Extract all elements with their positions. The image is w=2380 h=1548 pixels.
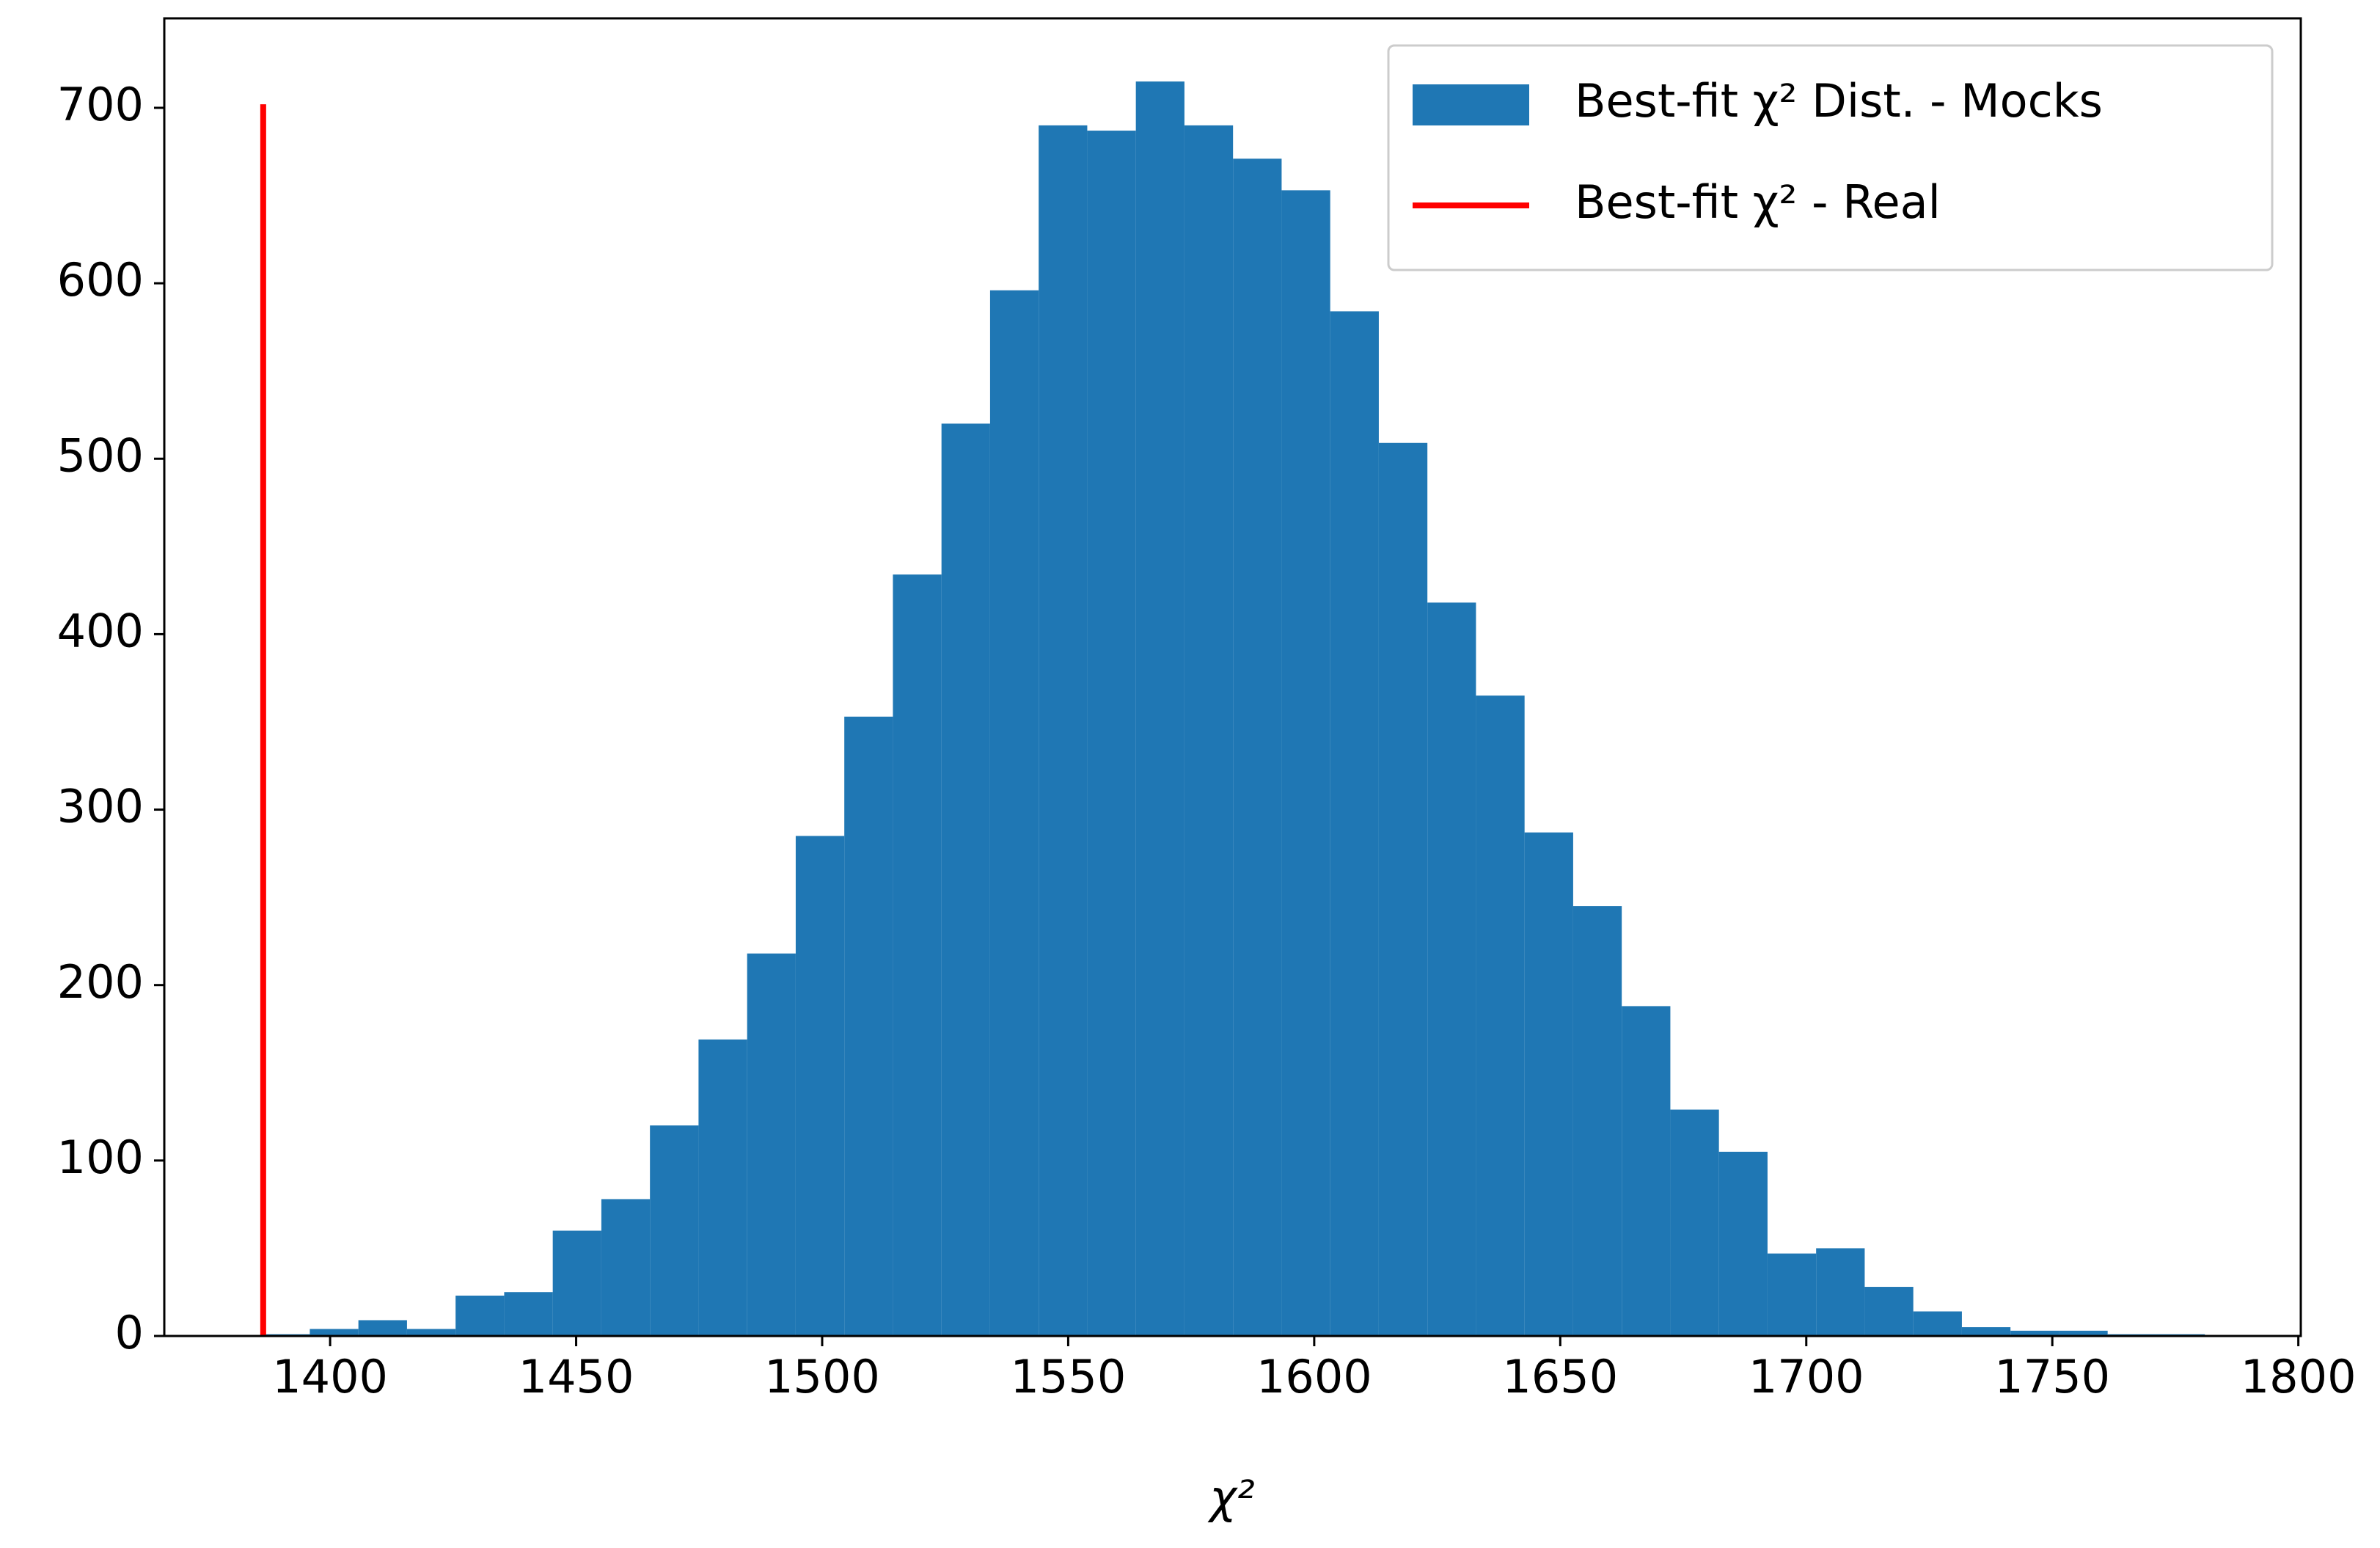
bar: [844, 716, 893, 1336]
x-axis-label: χ²: [1207, 1470, 1255, 1524]
bar: [1913, 1311, 1962, 1336]
bar: [1572, 906, 1622, 1336]
y-tick-label: 0: [115, 1306, 144, 1359]
bar: [2059, 1330, 2108, 1336]
bar: [1378, 442, 1428, 1336]
bar: [989, 290, 1039, 1337]
y-tick-label: 500: [57, 428, 144, 482]
legend-label: Best-fit χ² Dist. - Mocks: [1575, 74, 2103, 128]
bar: [941, 423, 990, 1336]
bar: [406, 1329, 456, 1336]
plot-frame: [163, 17, 2302, 1337]
bar: [1087, 131, 1136, 1337]
bar: [601, 1199, 651, 1336]
bar: [1718, 1151, 1768, 1336]
x-tick-label: 1450: [519, 1350, 634, 1403]
y-tick-label: 400: [57, 605, 144, 658]
x-tick-label: 1500: [764, 1350, 880, 1403]
bar: [504, 1292, 553, 1336]
x-tick-label: 1700: [1749, 1350, 1864, 1403]
bar: [747, 953, 796, 1336]
bar: [650, 1125, 699, 1336]
bar: [1039, 125, 1088, 1337]
y-tick-label: 600: [57, 253, 144, 307]
bar: [698, 1039, 747, 1336]
bar: [1524, 832, 1573, 1336]
bar: [893, 574, 942, 1336]
bar: [1427, 602, 1476, 1336]
bar: [1476, 695, 1525, 1336]
bar: [310, 1329, 359, 1336]
bar: [1622, 1006, 1671, 1336]
x-tick-label: 1800: [2241, 1350, 2357, 1403]
x-tick-label: 1750: [1994, 1350, 2110, 1403]
bar: [358, 1320, 407, 1336]
y-tick-label: 100: [57, 1131, 144, 1184]
bar: [1864, 1287, 1914, 1336]
bar: [1961, 1327, 2011, 1336]
bar: [1233, 158, 1282, 1336]
x-tick-label: 1600: [1256, 1350, 1372, 1403]
bar: [455, 1295, 505, 1336]
bar: [1767, 1253, 1817, 1336]
y-tick-label: 300: [57, 780, 144, 833]
bar: [1816, 1248, 1865, 1336]
bar: [552, 1230, 601, 1336]
legend-box: [1387, 44, 2274, 271]
legend-swatch: [1413, 84, 1529, 125]
bar: [1670, 1109, 1719, 1336]
x-tick-label: 1650: [1502, 1350, 1618, 1403]
x-tick-label: 1550: [1011, 1350, 1127, 1403]
bar: [795, 836, 845, 1336]
bar: [1135, 81, 1184, 1336]
bar: [1281, 190, 1330, 1336]
bar: [1184, 125, 1234, 1337]
bar: [2010, 1330, 2059, 1336]
y-tick-label: 200: [57, 955, 144, 1009]
x-tick-label: 1400: [272, 1350, 388, 1403]
y-tick-label: 700: [57, 78, 144, 131]
legend-label: Best-fit χ² - Real: [1575, 175, 1941, 229]
bar: [1330, 311, 1379, 1336]
